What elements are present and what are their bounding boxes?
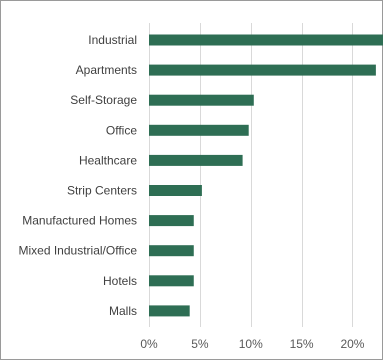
category-label-malls: Malls <box>109 304 137 318</box>
bar-mixed-industrial-office <box>149 245 194 257</box>
bar-healthcare <box>149 154 243 166</box>
bars <box>149 34 383 317</box>
bar-hotels <box>149 275 194 287</box>
category-label-self-storage: Self-Storage <box>70 93 137 107</box>
x-tick-label: 5% <box>191 337 209 351</box>
x-tick-label: 0% <box>140 337 158 351</box>
category-label-strip-centers: Strip Centers <box>67 184 137 198</box>
x-tick-label: 20% <box>340 337 364 351</box>
category-labels: Industrial Apartments Self-Storage Office He… <box>19 33 138 318</box>
category-label-manufactured-homes: Manufactured Homes <box>22 214 137 228</box>
x-tick-label: 15% <box>290 337 314 351</box>
bar-strip-centers <box>149 185 202 196</box>
bar-apartments <box>149 64 376 76</box>
category-label-mixed-industrial-office: Mixed Industrial/Office <box>19 244 138 258</box>
bar-self-storage <box>149 94 254 106</box>
category-label-industrial: Industrial <box>88 33 137 47</box>
category-label-healthcare: Healthcare <box>79 153 137 167</box>
x-tick-label: 10% <box>239 337 263 351</box>
category-label-hotels: Hotels <box>103 274 137 288</box>
category-label-office: Office <box>106 123 137 137</box>
bar-malls <box>149 305 190 317</box>
bar-industrial <box>149 34 383 46</box>
category-label-apartments: Apartments <box>76 63 137 77</box>
x-axis-tick-labels: 0% 5% 10% 15% 20% <box>140 337 364 351</box>
bar-manufactured-homes <box>149 215 194 227</box>
bar-office <box>149 124 249 136</box>
